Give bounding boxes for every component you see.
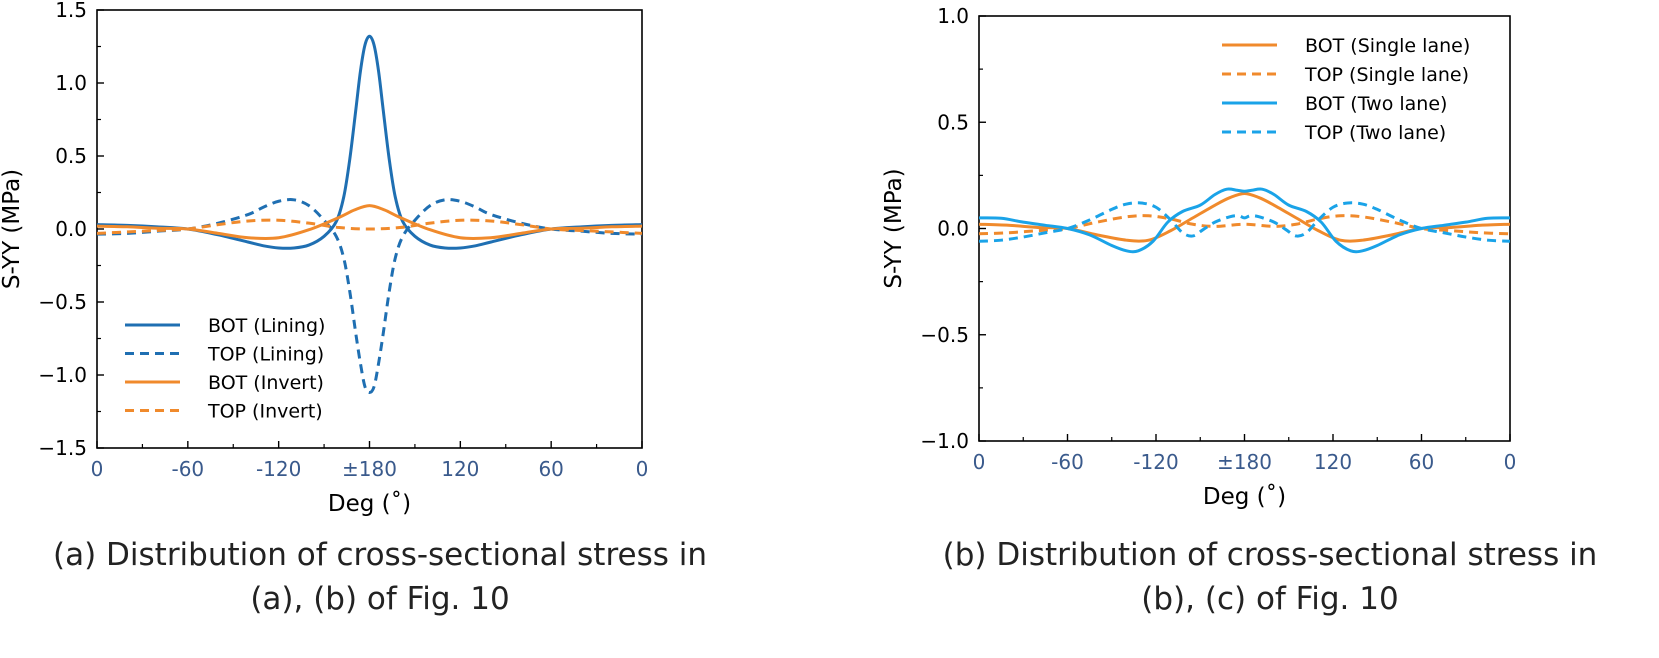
x-tick-label: -120 — [256, 457, 301, 481]
legend: BOT (Single lane) TOP (Single lane) BOT (T… — [1222, 35, 1470, 144]
legend-label: BOT (Lining) — [208, 315, 325, 337]
x-tick-label: ±180 — [342, 457, 397, 481]
legend-label: TOP (Two lane) — [1304, 122, 1446, 144]
legend-label: BOT (Two lane) — [1305, 93, 1447, 115]
x-axis-title: Deg (˚) — [328, 490, 411, 517]
x-tick-label: -60 — [1051, 450, 1084, 474]
y-tick-label: 1.0 — [55, 71, 87, 95]
x-tick-label: 60 — [1409, 450, 1434, 474]
series-line-3 — [97, 218, 642, 235]
y-axis-title: S-YY (MPa) — [0, 169, 25, 289]
y-tick-label: −1.5 — [38, 436, 87, 460]
y-tick-label: −1.0 — [920, 429, 969, 453]
legend-label: BOT (Invert) — [208, 372, 324, 394]
caption-a: (a) Distribution of cross-sectional stre… — [10, 533, 750, 621]
y-tick-label: −0.5 — [38, 290, 87, 314]
x-tick-label: 120 — [1314, 450, 1352, 474]
legend-label: BOT (Single lane) — [1305, 35, 1470, 57]
y-tick-label: 0.0 — [55, 217, 87, 241]
y-tick-label: 1.0 — [937, 4, 969, 28]
legend-label: TOP (Lining) — [207, 344, 324, 366]
x-tick-label: 0 — [91, 457, 104, 481]
series-line-2 — [97, 204, 642, 241]
x-tick-label: 0 — [1504, 450, 1517, 474]
series-line-1 — [97, 198, 642, 395]
legend-label: TOP (Invert) — [207, 401, 323, 423]
series-line-2 — [979, 187, 1510, 254]
series-line-0 — [97, 34, 642, 250]
caption-b-line-1: (b) Distribution of cross-sectional stre… — [942, 537, 1598, 573]
y-tick-label: 0.5 — [937, 110, 969, 134]
caption-b: (b) Distribution of cross-sectional stre… — [890, 533, 1650, 621]
x-tick-label: -60 — [171, 457, 204, 481]
y-tick-label: −0.5 — [920, 323, 969, 347]
caption-a-line-1: (a) Distribution of cross-sectional stre… — [52, 537, 707, 573]
x-tick-label: 0 — [973, 450, 986, 474]
caption-a-line-2: (a), (b) of Fig. 10 — [250, 581, 510, 617]
x-tick-label: 120 — [441, 457, 479, 481]
x-tick-label: 0 — [636, 457, 649, 481]
x-axis-title: Deg (˚) — [1203, 483, 1286, 510]
series-line-3 — [979, 201, 1510, 243]
caption-b-line-2: (b), (c) of Fig. 10 — [1141, 581, 1399, 617]
y-tick-label: 1.5 — [55, 0, 87, 22]
y-tick-label: 0.5 — [55, 144, 87, 168]
x-tick-label: 60 — [538, 457, 563, 481]
legend-label: TOP (Single lane) — [1304, 64, 1469, 86]
x-tick-label: -120 — [1133, 450, 1178, 474]
chart-0: 1.51.00.50.0−0.5−1.0−1.50 -60 -120 ±180 120 6… — [0, 0, 648, 517]
y-axis-title: S-YY (MPa) — [881, 168, 907, 288]
legend: BOT (Lining) TOP (Lining) BOT (Invert) TOP … — [125, 315, 325, 423]
y-tick-label: 0.0 — [937, 217, 969, 241]
y-tick-label: −1.0 — [38, 363, 87, 387]
x-tick-label: ±180 — [1217, 450, 1272, 474]
